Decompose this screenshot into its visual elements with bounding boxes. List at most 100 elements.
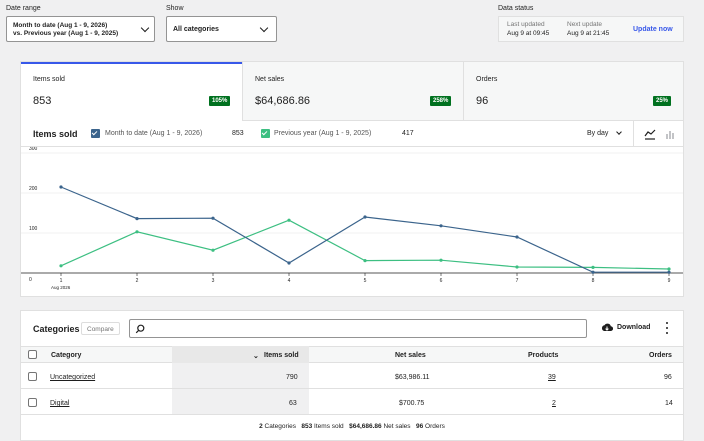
date-range-compare: vs. Previous year (Aug 1 - 9, 2025) bbox=[13, 30, 119, 37]
show-select[interactable]: All categories bbox=[166, 16, 277, 42]
summary-categories-label: Categories bbox=[264, 423, 296, 430]
items-sold-cell: 790 bbox=[286, 374, 298, 381]
compare-button[interactable]: Compare bbox=[81, 322, 120, 335]
y-tick-label: 0 bbox=[29, 277, 32, 283]
x-tick-label: 5 bbox=[364, 278, 367, 284]
data-point bbox=[135, 230, 139, 234]
legend-checkbox-current[interactable] bbox=[91, 129, 100, 138]
summary-categories-count: 2 bbox=[259, 423, 263, 430]
table-row: Digital 63 $700.75 2 14 bbox=[21, 389, 683, 415]
summary-card-orders[interactable]: Orders 96 25% bbox=[463, 62, 684, 121]
download-button[interactable]: Download bbox=[617, 324, 651, 331]
cloud-download-icon bbox=[601, 323, 613, 332]
data-point bbox=[287, 261, 291, 265]
sorted-cell-bg bbox=[172, 363, 309, 388]
update-now-button[interactable]: Update now bbox=[633, 26, 673, 33]
sorted-column-header-bg bbox=[172, 346, 309, 363]
categories-table-card: Categories Compare Download Category ⌄ I… bbox=[20, 310, 684, 441]
legend-checkbox-previous[interactable] bbox=[261, 129, 270, 138]
last-updated-value: Aug 9 at 09:45 bbox=[507, 30, 550, 37]
data-point bbox=[363, 215, 367, 219]
chevron-down-icon bbox=[259, 23, 269, 33]
summary-card-net-sales[interactable]: Net sales $64,686.86 258% bbox=[242, 62, 463, 121]
legend-total-previous: 417 bbox=[402, 130, 414, 137]
x-tick-label: 6 bbox=[440, 278, 443, 284]
x-tick-label: 9 bbox=[668, 278, 671, 284]
summary-card-items-sold[interactable]: Items sold 853 105% bbox=[21, 62, 242, 121]
y-tick-label: 300 bbox=[29, 147, 38, 152]
summary-items-count: 853 bbox=[301, 423, 313, 430]
next-update-value: Aug 9 at 21:45 bbox=[567, 30, 610, 37]
chart-title: Items sold bbox=[33, 129, 78, 139]
data-point bbox=[211, 216, 215, 220]
data-point bbox=[287, 218, 291, 222]
data-point bbox=[59, 185, 63, 189]
y-tick-label: 200 bbox=[29, 186, 38, 192]
chevron-down-icon bbox=[140, 23, 150, 33]
bar-chart-icon[interactable] bbox=[663, 127, 677, 141]
y-tick-label: 100 bbox=[29, 226, 38, 232]
chart-header: Items sold Month to date (Aug 1 - 9, 202… bbox=[21, 121, 683, 147]
column-header-items-sold[interactable]: Items sold bbox=[264, 352, 299, 359]
table-summary: 2 Categories 853 Items sold $64,686.86 N… bbox=[21, 423, 683, 430]
summary-items-label: Items sold bbox=[314, 423, 344, 430]
delta-badge: 105% bbox=[209, 96, 231, 106]
products-link[interactable]: 39 bbox=[548, 374, 556, 381]
line-chart-icon[interactable] bbox=[643, 127, 657, 141]
show-label: Show bbox=[166, 5, 184, 12]
summary-label: Net sales bbox=[255, 76, 285, 83]
table-title: Categories bbox=[33, 324, 80, 334]
date-range-current: Month to date (Aug 1 - 9, 2026) bbox=[13, 22, 108, 29]
legend-label-previous: Previous year (Aug 1 - 9, 2025) bbox=[274, 130, 372, 137]
row-checkbox[interactable] bbox=[28, 398, 37, 407]
chevron-down-icon bbox=[616, 129, 622, 135]
data-point bbox=[667, 267, 671, 271]
legend-label-current: Month to date (Aug 1 - 9, 2026) bbox=[105, 130, 203, 137]
data-point bbox=[439, 224, 443, 228]
last-updated-label: Last updated bbox=[507, 21, 545, 28]
orders-cell: 96 bbox=[664, 374, 672, 381]
date-range-picker[interactable]: Month to date (Aug 1 - 9, 2026) vs. Prev… bbox=[6, 16, 155, 42]
summary-cards: Items sold 853 105% Net sales $64,686.86… bbox=[20, 61, 684, 121]
products-link[interactable]: 2 bbox=[552, 400, 556, 407]
select-all-checkbox[interactable] bbox=[28, 350, 37, 359]
column-header-products[interactable]: Products bbox=[528, 352, 559, 359]
data-status-label: Data status bbox=[498, 5, 534, 12]
category-link[interactable]: Uncategorized bbox=[50, 374, 96, 381]
table-header-row: Category ⌄ Items sold Net sales Products… bbox=[21, 346, 683, 363]
category-link[interactable]: Digital bbox=[50, 400, 70, 407]
show-select-value: All categories bbox=[173, 26, 219, 33]
x-tick-label: 4 bbox=[288, 278, 291, 284]
summary-label: Orders bbox=[476, 76, 498, 83]
delta-badge: 25% bbox=[653, 96, 672, 106]
summary-orders-count: 96 bbox=[415, 423, 424, 430]
data-point bbox=[135, 217, 139, 221]
data-point bbox=[515, 235, 519, 239]
net-sales-cell: $63,986.11 bbox=[395, 374, 430, 381]
x-tick-label: 1 bbox=[60, 278, 63, 284]
search-icon bbox=[135, 324, 145, 334]
search-input[interactable] bbox=[129, 319, 587, 338]
column-header-orders[interactable]: Orders bbox=[649, 352, 672, 359]
next-update-label: Next update bbox=[567, 21, 603, 28]
x-sub-label: Aug 2026 bbox=[51, 285, 71, 290]
legend-total-current: 853 bbox=[232, 130, 244, 137]
orders-cell: 14 bbox=[665, 400, 673, 407]
sort-desc-icon: ⌄ bbox=[253, 353, 259, 360]
data-point bbox=[59, 264, 63, 268]
summary-net-sales-value: $64,686.86 bbox=[349, 423, 382, 430]
chart-card: Items sold Month to date (Aug 1 - 9, 202… bbox=[20, 121, 684, 297]
items-sold-cell: 63 bbox=[289, 400, 297, 407]
interval-select[interactable]: By day bbox=[587, 130, 609, 137]
net-sales-cell: $700.75 bbox=[399, 400, 425, 407]
items-sold-line-chart: 0 100 200 300 1 2 3 4 5 6 7 8 9 Aug 2026 bbox=[21, 147, 683, 290]
summary-value: 96 bbox=[476, 95, 489, 107]
summary-label: Items sold bbox=[33, 76, 65, 83]
data-point bbox=[667, 270, 671, 274]
column-header-net-sales[interactable]: Net sales bbox=[395, 352, 426, 359]
more-options-icon[interactable] bbox=[665, 320, 669, 336]
x-tick-label: 8 bbox=[592, 278, 595, 284]
row-checkbox[interactable] bbox=[28, 372, 37, 381]
column-header-category[interactable]: Category bbox=[51, 352, 82, 359]
data-point bbox=[515, 265, 519, 269]
